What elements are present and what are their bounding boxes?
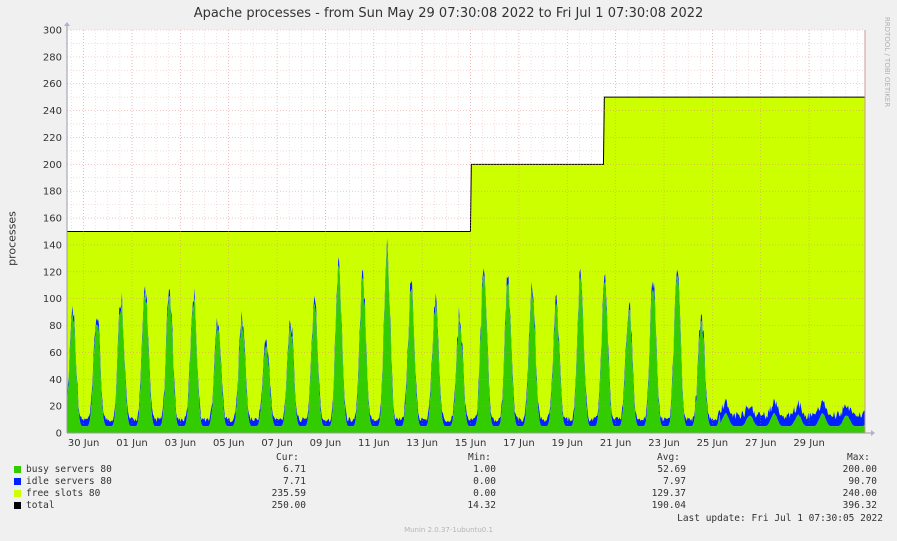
legend-min-idle: 0.00 bbox=[473, 476, 496, 487]
legend-avg-busy: 52.69 bbox=[657, 464, 686, 475]
line-total bbox=[67, 96, 865, 232]
legend-row-free: free slots 80 235.59 0.00 129.37 240.00 bbox=[0, 488, 897, 500]
legend-row-total: total 250.00 14.32 190.04 396.32 bbox=[0, 500, 897, 512]
x-tick-label: 03 Jun bbox=[165, 438, 197, 449]
chart-title: Apache processes - from Sun May 29 07:30… bbox=[193, 6, 704, 21]
legend-avg-total: 190.04 bbox=[651, 500, 686, 511]
x-tick-label: 11 Jun bbox=[358, 438, 390, 449]
x-axis-arrow bbox=[871, 430, 875, 436]
y-tick-label: 160 bbox=[43, 214, 62, 225]
y-tick-label: 100 bbox=[43, 294, 62, 305]
x-tick-label: 29 Jun bbox=[793, 438, 825, 449]
y-tick-label: 180 bbox=[43, 187, 62, 198]
legend-max-total: 396.32 bbox=[842, 500, 877, 511]
legend-cur-busy: 6.71 bbox=[283, 464, 306, 475]
y-tick-label: 220 bbox=[43, 133, 62, 144]
tick-labels: 0 20 40 60 80 100 120 140 160 180 200 220 240 260 280 3… bbox=[43, 26, 825, 450]
legend-max-busy: 200.00 bbox=[842, 464, 877, 475]
legend-swatch-busy bbox=[14, 466, 21, 473]
series-areas bbox=[67, 96, 865, 433]
legend-max-idle: 90.70 bbox=[848, 476, 877, 487]
y-axis-arrow bbox=[64, 22, 70, 26]
x-tick-label: 07 Jun bbox=[261, 438, 293, 449]
y-tick-label: 120 bbox=[43, 267, 62, 278]
legend-header-avg: Avg: bbox=[657, 452, 680, 463]
x-tick-label: 13 Jun bbox=[406, 438, 438, 449]
x-tick-label: 19 Jun bbox=[551, 438, 583, 449]
legend-cur-idle: 7.71 bbox=[283, 476, 306, 487]
y-tick-label: 80 bbox=[49, 321, 62, 332]
legend-min-total: 14.32 bbox=[467, 500, 496, 511]
chart-svg: 0 20 40 60 80 100 120 140 160 180 200 220 240 260 280 3… bbox=[43, 22, 875, 450]
legend-name-total: total bbox=[26, 500, 55, 511]
y-tick-label: 260 bbox=[43, 79, 62, 90]
legend-header-min: Min: bbox=[468, 452, 491, 463]
y-tick-label: 140 bbox=[43, 240, 62, 251]
x-tick-label: 25 Jun bbox=[697, 438, 729, 449]
area-busy-servers bbox=[67, 246, 865, 433]
x-tick-label: 05 Jun bbox=[213, 438, 245, 449]
legend-header-cur: Cur: bbox=[276, 452, 299, 463]
y-tick-label: 40 bbox=[49, 375, 62, 386]
y-tick-label: 200 bbox=[43, 160, 62, 171]
x-tick-label: 21 Jun bbox=[600, 438, 632, 449]
legend-swatch-total bbox=[14, 502, 21, 509]
x-tick-label: 17 Jun bbox=[503, 438, 535, 449]
legend-avg-free: 129.37 bbox=[651, 488, 686, 499]
legend-cur-free: 235.59 bbox=[271, 488, 306, 499]
x-tick-label: 27 Jun bbox=[745, 438, 777, 449]
legend-name-free: free slots 80 bbox=[26, 488, 101, 499]
y-tick-label: 0 bbox=[56, 429, 62, 440]
axes bbox=[64, 22, 875, 436]
legend-cur-total: 250.00 bbox=[271, 500, 306, 511]
y-tick-label: 60 bbox=[49, 348, 62, 359]
legend-name-idle: idle servers 80 bbox=[26, 476, 112, 487]
footer-version: Munin 2.0.37-1ubuntu0.1 bbox=[404, 526, 493, 534]
x-tick-label: 23 Jun bbox=[648, 438, 680, 449]
y-tick-label: 280 bbox=[43, 52, 62, 63]
legend-swatch-free bbox=[14, 490, 21, 497]
x-tick-label: 30 Jun bbox=[68, 438, 100, 449]
x-tick-label: 09 Jun bbox=[310, 438, 342, 449]
legend-header-max: Max: bbox=[847, 452, 870, 463]
y-tick-label: 300 bbox=[43, 26, 62, 37]
legend-min-free: 0.00 bbox=[473, 488, 496, 499]
legend-row-idle: idle servers 80 7.71 0.00 7.97 90.70 bbox=[0, 476, 897, 488]
legend-max-free: 240.00 bbox=[842, 488, 877, 499]
legend-row-busy: busy servers 80 6.71 1.00 52.69 200.00 bbox=[0, 464, 897, 476]
legend-swatch-idle bbox=[14, 478, 21, 485]
y-tick-label: 240 bbox=[43, 106, 62, 117]
y-tick-label: 20 bbox=[49, 402, 62, 413]
legend-min-busy: 1.00 bbox=[473, 464, 496, 475]
x-tick-label: 15 Jun bbox=[455, 438, 487, 449]
x-tick-label: 01 Jun bbox=[116, 438, 148, 449]
last-update: Last update: Fri Jul 1 07:30:05 2022 bbox=[677, 513, 883, 524]
area-free-slots bbox=[67, 97, 865, 423]
legend-name-busy: busy servers 80 bbox=[26, 464, 112, 475]
legend-avg-idle: 7.97 bbox=[663, 476, 686, 487]
